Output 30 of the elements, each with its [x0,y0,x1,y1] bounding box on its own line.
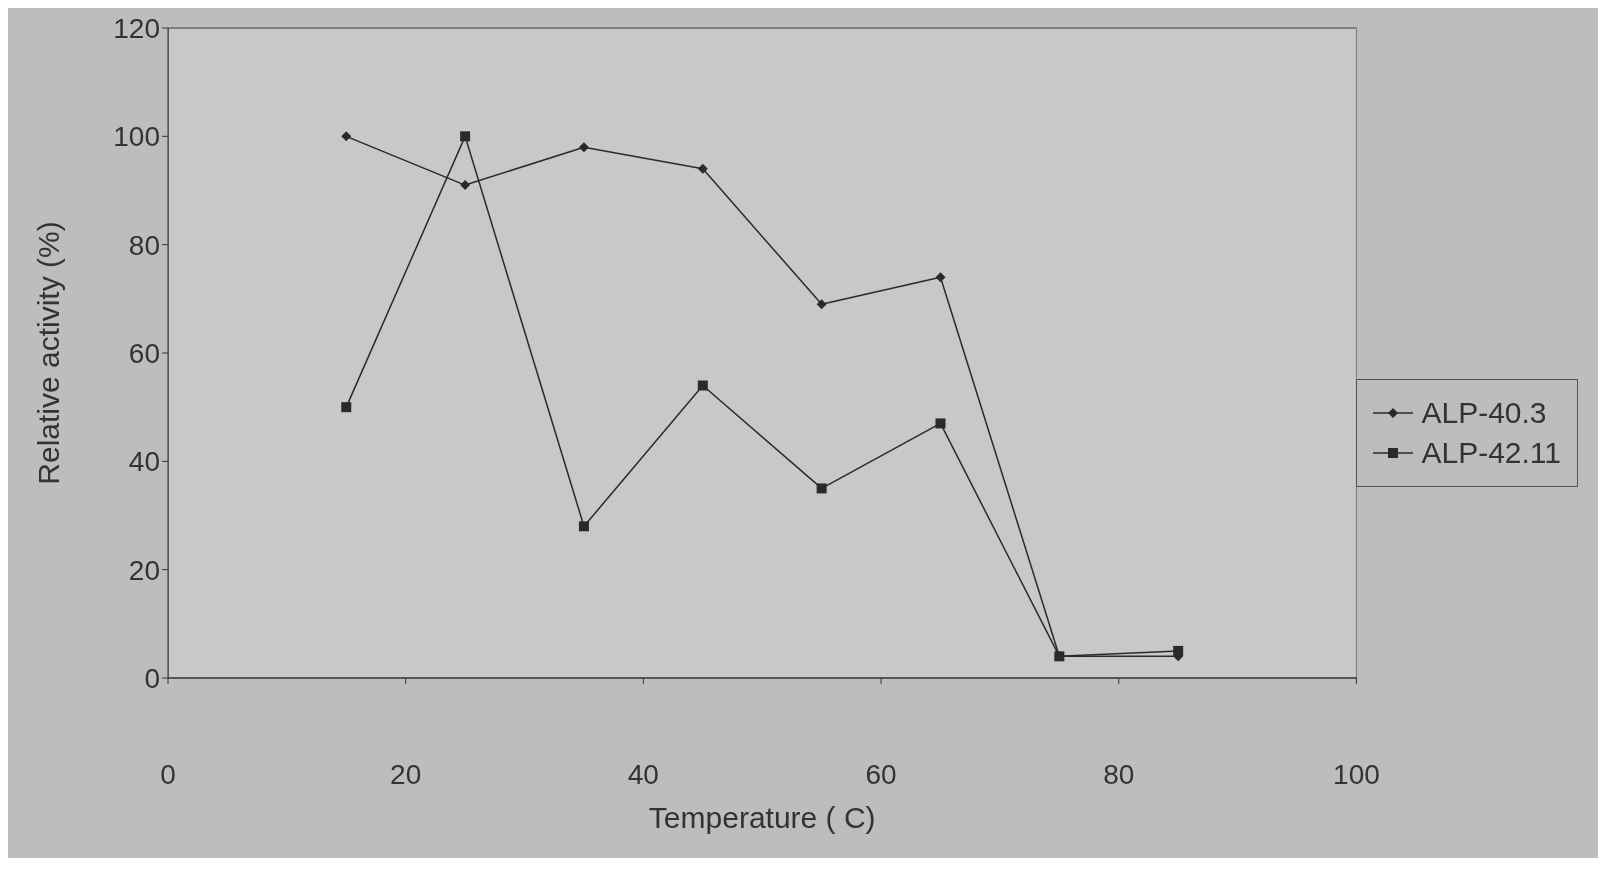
point [935,418,946,429]
y-tick-label: 40 [128,446,160,478]
x-tick-label: 100 [1333,758,1380,790]
point [341,402,352,413]
legend-label: ALP-42.11 [1421,436,1561,470]
x-tick-label: 20 [390,758,422,790]
y-tick-label: 60 [128,337,160,369]
point [460,131,471,142]
point [816,299,827,310]
point [1054,651,1065,662]
legend-label: ALP-40.3 [1421,396,1547,430]
point [1173,645,1184,656]
point [578,521,589,532]
point [578,142,589,153]
y-axis-title: Relative activity (%) [31,221,65,485]
point [697,163,708,174]
point [341,131,352,142]
y-tick-label: 0 [144,662,160,694]
y-tick-label: 120 [113,12,160,44]
point [460,180,471,191]
y-tick-label: 80 [128,229,160,261]
point [816,483,827,494]
y-tick-label: 20 [128,554,160,586]
point [935,272,946,283]
x-tick-label: 80 [1103,758,1135,790]
x-tick-label: 60 [865,758,897,790]
y-tick-label: 100 [113,121,160,153]
x-axis-title: Temperature ( C) [648,801,876,834]
point [697,380,708,391]
x-tick-label: 40 [627,758,659,790]
